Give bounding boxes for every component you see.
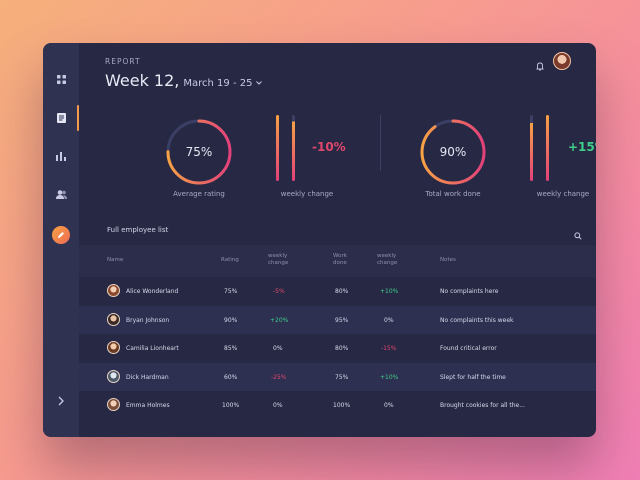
weekly-change-cell: +20% (270, 316, 289, 324)
bar-current (546, 115, 549, 181)
list-title: Full employee list (107, 226, 169, 234)
avatar (107, 284, 120, 297)
col-weekly-change-2-line1: weekly (377, 253, 397, 259)
rating-cell: 75% (224, 288, 238, 295)
rating-change-bars (276, 115, 295, 181)
work-done-cell: 95% (335, 316, 349, 324)
notes-cell: No complaints this week (440, 316, 514, 324)
divider (380, 115, 381, 171)
work-done-cell: 100% (333, 402, 351, 409)
chart-icon[interactable] (43, 146, 79, 166)
weekly-change-cell: -15% (381, 345, 397, 352)
avatar (107, 398, 120, 411)
work-value: 90% (439, 145, 467, 159)
col-weekly-change-2-line2: change (377, 259, 398, 266)
work-ring (420, 119, 486, 185)
users-icon[interactable] (43, 184, 79, 204)
weekly-change-cell: 0% (273, 345, 283, 352)
chevron-down-icon (255, 81, 262, 85)
notes-cell: Slept for half the time (440, 373, 506, 381)
weekly-change-cell: 0% (384, 316, 394, 324)
work-change-label: weekly change (536, 190, 590, 198)
weekly-change-cell: -25% (271, 373, 287, 381)
work-change-bars (530, 115, 549, 181)
bar-current (292, 115, 295, 181)
rating-ring-progress (166, 119, 232, 185)
date-range-selector[interactable]: March 19 - 25 (183, 78, 262, 89)
col-weekly-change-1[interactable]: weekly change (268, 253, 288, 266)
chevron-right-icon[interactable] (43, 391, 79, 411)
table-row[interactable]: Bryan Johnson 90% +20% 95% 0% No complai… (79, 305, 596, 334)
report-icon[interactable] (43, 105, 79, 131)
col-work-done-line1: Work (333, 253, 347, 259)
col-work-done-line2: done (333, 259, 347, 266)
col-weekly-change-2[interactable]: weekly change (377, 253, 397, 266)
rating-value: 75% (185, 145, 213, 159)
avatar (107, 369, 120, 383)
table-row[interactable]: Emma Holmes 100% 0% 100% 0% Brought cook… (79, 391, 596, 420)
rating-change-label: weekly change (280, 190, 334, 198)
dashboard-icon[interactable] (43, 69, 79, 89)
weekly-change-cell: +10% (380, 288, 399, 295)
sidebar (43, 43, 79, 437)
rating-cell: 60% (224, 373, 238, 381)
col-name[interactable]: Name (107, 257, 124, 263)
employee-name: Emma Holmes (126, 402, 170, 409)
work-done-cell: 80% (335, 288, 349, 295)
dashboard-window: REPORT Week 12, March 19 - 25 75% Average… (43, 43, 596, 437)
bar-previous (530, 115, 533, 181)
page-title: Week 12, March 19 - 25 (105, 71, 262, 90)
notes-cell: Brought cookies for all the... (440, 402, 525, 409)
rating-cell: 85% (224, 345, 238, 352)
employee-name: Camilia Lionheart (126, 345, 179, 352)
weekly-change-cell: -5% (273, 288, 285, 295)
rating-cell: 90% (224, 316, 238, 324)
edit-icon[interactable] (52, 226, 70, 244)
weekly-change-cell: +10% (380, 373, 399, 381)
avatar[interactable] (553, 52, 571, 70)
work-label: Total work done (425, 190, 481, 198)
work-done-cell: 75% (335, 373, 349, 381)
col-weekly-change-1-line1: weekly (268, 253, 288, 259)
col-work-done[interactable]: Work done (333, 253, 347, 266)
search-icon[interactable] (574, 225, 582, 244)
table-header: Name Rating weekly change Work done weekly… (79, 245, 596, 277)
employee-name: Alice Wonderland (126, 288, 179, 295)
employee-name: Bryan Johnson (126, 316, 170, 324)
employee-name: Dick Hardman (126, 373, 169, 381)
weekly-change-cell: 0% (384, 402, 394, 409)
col-notes[interactable]: Notes (440, 257, 456, 263)
avatar (107, 312, 120, 326)
week-title: Week 12, (105, 71, 180, 90)
rating-cell: 100% (222, 402, 240, 409)
table-row[interactable]: Camilia Lionheart 85% 0% 80% -15% Found … (79, 334, 596, 363)
section-label: REPORT (105, 57, 141, 66)
col-weekly-change-1-line2: change (268, 259, 289, 266)
rating-change-value: -10% (312, 140, 346, 154)
table-row[interactable]: Alice Wonderland 75% -5% 80% +10% No com… (79, 277, 596, 306)
notes-cell: Found critical error (440, 345, 497, 352)
table-row[interactable]: Dick Hardman 60% -25% 75% +10% Slept for… (79, 362, 596, 391)
main-panel: REPORT Week 12, March 19 - 25 75% Average… (79, 43, 596, 437)
work-change-value: +15% (568, 140, 596, 154)
work-done-cell: 80% (335, 345, 349, 352)
work-ring-progress (420, 119, 486, 185)
date-range: March 19 - 25 (183, 78, 253, 89)
col-rating[interactable]: Rating (221, 257, 239, 263)
notes-cell: No complaints here (440, 288, 499, 295)
weekly-change-cell: 0% (273, 402, 283, 409)
bell-icon[interactable] (536, 56, 544, 75)
bar-previous (276, 115, 279, 181)
avatar (107, 341, 120, 354)
rating-label: Average rating (173, 190, 225, 198)
rating-ring (166, 119, 232, 185)
